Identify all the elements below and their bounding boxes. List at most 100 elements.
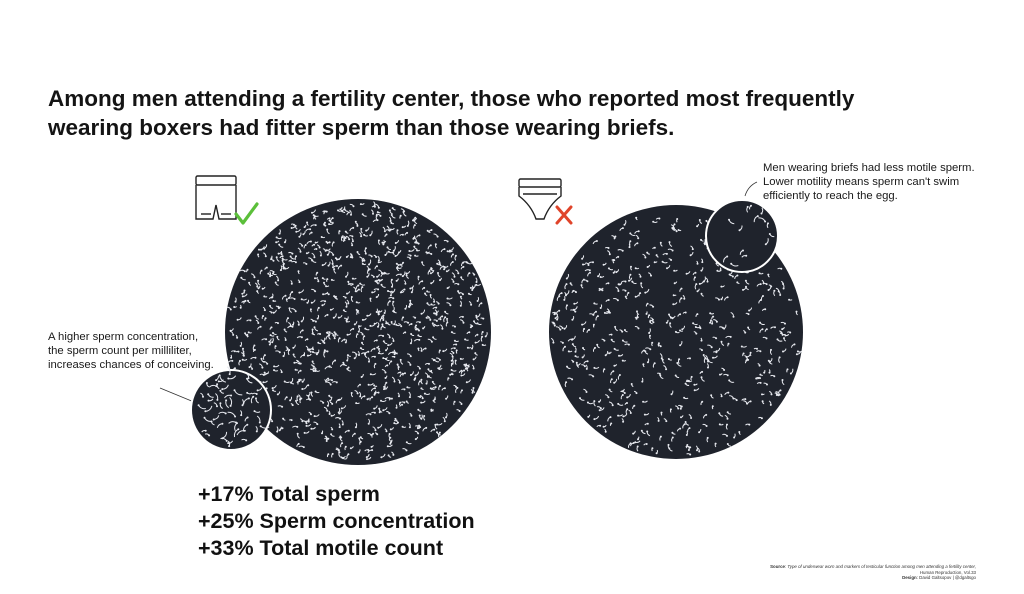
sperm-head [706, 280, 709, 283]
sperm-head [561, 327, 564, 329]
sperm-head [346, 354, 349, 357]
sperm-head [635, 216, 638, 219]
sperm-head [296, 432, 299, 435]
sperm-head [294, 261, 297, 264]
sperm-head [610, 378, 613, 381]
sperm-head [382, 314, 385, 317]
sperm-head [580, 284, 583, 287]
sperm-head [364, 247, 367, 250]
sperm-head [767, 359, 770, 362]
sperm-head [327, 293, 330, 296]
sperm-head [709, 321, 712, 324]
sperm-head [392, 297, 395, 300]
sperm-head [374, 280, 377, 283]
sperm-head [558, 309, 561, 312]
sperm-head [347, 302, 350, 305]
sperm-head [563, 327, 566, 330]
sperm-head [431, 380, 434, 383]
sperm-head [340, 209, 343, 212]
sperm-head [316, 423, 319, 426]
sperm-head [243, 289, 246, 292]
sperm-head [759, 321, 761, 324]
sperm-head [218, 374, 221, 377]
sperm-head [239, 359, 241, 362]
sperm-head [646, 361, 649, 364]
sperm-head [278, 429, 281, 432]
sperm-head [219, 389, 222, 392]
sperm-head [295, 255, 297, 258]
sperm-head [459, 295, 462, 298]
sperm-head [363, 335, 366, 338]
sperm-head [599, 276, 602, 278]
sperm-head [382, 340, 385, 343]
sperm-head [436, 423, 439, 426]
sperm-head [256, 290, 259, 293]
sperm-head [446, 240, 449, 243]
sperm-head [321, 264, 324, 267]
sperm-head [399, 273, 402, 276]
sperm-head [433, 398, 436, 401]
sperm-head [317, 341, 320, 344]
sperm-head [408, 426, 411, 429]
sperm-head [405, 272, 408, 275]
sperm-head [696, 290, 699, 293]
sperm-head [361, 333, 364, 336]
sperm-head [592, 375, 595, 378]
sperm-head [632, 432, 635, 435]
sperm-head [607, 282, 610, 285]
sperm-head [738, 229, 741, 232]
sperm-head [676, 218, 679, 220]
sperm-head [693, 389, 696, 392]
sperm-head [272, 272, 274, 275]
sperm-head [358, 325, 360, 328]
sperm-head [782, 350, 784, 353]
sperm-head [345, 256, 348, 258]
sperm-head [405, 400, 408, 403]
sperm-head [446, 287, 449, 290]
sperm-head [443, 387, 446, 390]
sperm-head [435, 312, 438, 315]
sperm-head [652, 220, 655, 223]
sperm-head [400, 325, 403, 328]
sperm-head [700, 376, 703, 379]
sperm-head [228, 373, 231, 376]
sperm-head [667, 358, 670, 360]
sperm-head [685, 434, 688, 436]
sperm-head [425, 251, 428, 254]
sperm-head [604, 430, 607, 433]
sperm-head [380, 456, 383, 459]
sperm-head [437, 272, 439, 274]
sperm-head [759, 283, 762, 286]
sperm-head [347, 429, 350, 432]
sperm-head [380, 283, 383, 286]
sperm-head [331, 452, 334, 455]
sperm-head [297, 323, 300, 326]
sperm-head [375, 214, 378, 217]
sperm-head [582, 278, 585, 281]
sperm-head [443, 420, 446, 423]
sperm-head [345, 305, 348, 308]
sperm-head [338, 398, 341, 401]
sperm-head [385, 233, 388, 236]
sperm-head [454, 254, 457, 257]
sperm-head [423, 392, 426, 395]
sperm-head [329, 399, 332, 402]
sperm-head [676, 362, 679, 364]
sperm-head [373, 322, 376, 325]
sperm-head [316, 317, 319, 320]
sperm-head [260, 357, 263, 360]
sperm-head [669, 408, 672, 411]
sperm-head [404, 282, 407, 285]
sperm-head [236, 318, 239, 321]
sperm-head [271, 296, 274, 299]
sperm-head [338, 426, 341, 429]
sperm-head [745, 355, 748, 358]
sperm-head [444, 316, 447, 319]
sperm-head [793, 343, 796, 346]
sperm-head [274, 281, 277, 284]
sperm-head [326, 350, 329, 353]
sperm-head [420, 401, 423, 404]
sperm-head [331, 428, 334, 431]
sperm-head [593, 418, 596, 421]
sperm-head [334, 257, 337, 260]
